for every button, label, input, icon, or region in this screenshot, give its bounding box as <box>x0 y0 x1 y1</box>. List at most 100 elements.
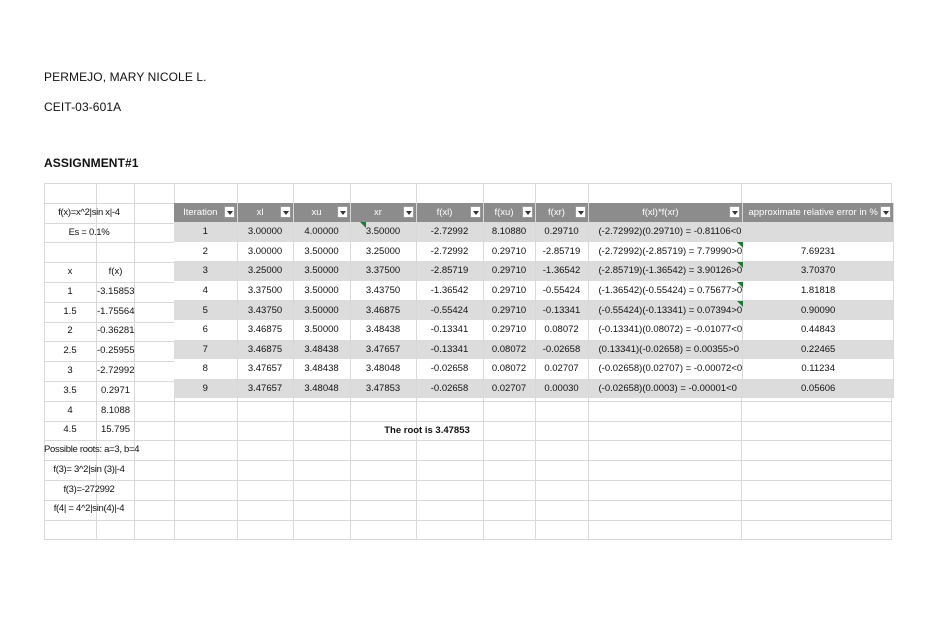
error-indicator-icon <box>360 222 366 228</box>
iteration-cell: 7 <box>174 339 238 360</box>
fxu-cell: 0.29710 <box>483 300 536 320</box>
iteration-cell: 6 <box>174 319 238 340</box>
xu-cell: 3.48438 <box>293 359 351 379</box>
grid-row-line <box>44 401 891 402</box>
xu-cell: 4.00000 <box>293 222 351 242</box>
fxu-cell: 8.10880 <box>483 222 536 242</box>
xr-cell: 3.47657 <box>350 339 417 360</box>
xl-cell: 3.25000 <box>237 261 294 281</box>
fx-value: -0.25955 <box>97 345 135 356</box>
xu-cell: 3.50000 <box>293 319 351 340</box>
product-cell: (0.13341)(-0.02658) = 0.00355>0 <box>588 339 744 360</box>
x-value: 1 <box>67 286 73 297</box>
error-indicator-icon <box>737 242 743 248</box>
x-value: 4 <box>67 405 73 416</box>
fxl-cell: -2.72992 <box>416 241 484 262</box>
xl-cell: 3.47657 <box>237 378 294 399</box>
fxu-cell: 0.02707 <box>483 378 536 399</box>
fx-value: 15.795 <box>100 424 131 435</box>
product-cell: (-1.36542)(-0.55424) = 0.75677>0 <box>588 280 744 301</box>
xl-cell: 3.43750 <box>237 300 294 320</box>
filter-dropdown-button[interactable] <box>469 206 481 218</box>
xl-cell: 3.46875 <box>237 339 294 360</box>
function-definition: f(x)=x^2|sin x|-4 <box>58 207 120 218</box>
error-indicator-icon <box>737 301 743 307</box>
table-row: 8 3.47657 3.48438 3.48048 -0.02658 0.08072 0.0… <box>174 359 895 379</box>
xu-cell: 3.50000 <box>293 241 351 262</box>
table-row: 3 3.25000 3.50000 3.37500 -2.85719 0.29710 -1.… <box>174 261 895 281</box>
filter-dropdown-button[interactable] <box>223 206 235 218</box>
column-header-error: approximate relative error in % <box>742 203 895 222</box>
xl-cell: 3.47657 <box>237 359 294 379</box>
xu-cell: 3.48048 <box>293 378 351 399</box>
column-header-x: x <box>67 266 73 277</box>
table-row: 7 3.46875 3.48438 3.47657 -0.13341 0.08072 -0.… <box>174 339 895 360</box>
fxr-cell: -1.36542 <box>535 261 589 281</box>
error-cell: 0.44843 <box>742 319 895 340</box>
filter-dropdown-button[interactable] <box>574 206 586 218</box>
column-header-fxl: f(xl) <box>416 203 484 222</box>
xr-cell: 3.43750 <box>350 280 417 301</box>
grid-row-line <box>44 480 891 481</box>
student-name: PERMEJO, MARY NICOLE L. <box>44 70 207 84</box>
grid-row-line <box>44 500 891 501</box>
filter-dropdown-button[interactable] <box>402 206 414 218</box>
filter-dropdown-button[interactable] <box>521 206 533 218</box>
f3-formula-note: f(3)= 3^2|sin (3)|-4 <box>53 464 125 475</box>
fxu-cell: 0.08072 <box>483 339 536 360</box>
x-value: 2.5 <box>63 345 77 356</box>
error-cell: 0.22465 <box>742 339 895 360</box>
filter-dropdown-button[interactable] <box>880 206 892 218</box>
f3-value-note: f(3)=-272992 <box>63 484 115 495</box>
fxu-cell: 0.29710 <box>483 241 536 262</box>
xr-cell: 3.47853 <box>350 378 417 399</box>
xu-cell: 3.48438 <box>293 339 351 360</box>
xr-cell: 3.48438 <box>350 319 417 340</box>
table-header-row: Iteration xl xu xr f(xl) f(xu) f(xr) f(x… <box>174 203 895 222</box>
product-cell: (-0.13341)(0.08072) = -0.01077<0 <box>588 319 744 340</box>
fxu-cell: 0.29710 <box>483 319 536 340</box>
fxr-cell: -0.55424 <box>535 280 589 301</box>
fx-value: -1.75564 <box>97 306 135 317</box>
filter-dropdown-button[interactable] <box>729 206 741 218</box>
fx-value: 0.2971 <box>100 385 131 396</box>
fxr-cell: 0.02707 <box>535 359 589 379</box>
fxl-cell: -0.13341 <box>416 339 484 360</box>
error-indicator-icon <box>737 262 743 268</box>
x-value: 1.5 <box>63 306 77 317</box>
fxr-cell: 0.08072 <box>535 319 589 340</box>
error-cell: 1.81818 <box>742 280 895 301</box>
table-row: 9 3.47657 3.48048 3.47853 -0.02658 0.02707 0.0… <box>174 378 895 399</box>
filter-dropdown-button[interactable] <box>279 206 291 218</box>
grid-row-line <box>44 421 891 422</box>
fx-value: -0.36281 <box>97 325 135 336</box>
iteration-cell: 2 <box>174 241 238 262</box>
product-cell: (-2.72992)(0.29710) = -0.81106<0 <box>588 222 744 242</box>
table-row: 4 3.37500 3.50000 3.43750 -1.36542 0.29710 -0.… <box>174 280 895 301</box>
stopping-criterion: Es = 0.1% <box>68 227 110 238</box>
xu-cell: 3.50000 <box>293 300 351 320</box>
x-value: 2 <box>67 325 73 336</box>
fxl-cell: -2.85719 <box>416 261 484 281</box>
fxl-cell: -2.72992 <box>416 222 484 242</box>
iteration-cell: 3 <box>174 261 238 281</box>
grid-row-line <box>44 440 891 441</box>
error-cell <box>742 222 895 242</box>
iteration-cell: 5 <box>174 300 238 320</box>
filter-dropdown-button[interactable] <box>336 206 348 218</box>
fxr-cell: 0.00030 <box>535 378 589 399</box>
possible-roots-note: Possible roots: a=3, b=4 <box>44 444 140 455</box>
iteration-cell: 9 <box>174 378 238 399</box>
fxl-cell: -0.55424 <box>416 300 484 320</box>
xl-cell: 3.37500 <box>237 280 294 301</box>
xu-cell: 3.50000 <box>293 261 351 281</box>
fxl-cell: -0.13341 <box>416 319 484 340</box>
bisection-table: Iteration xl xu xr f(xl) f(xu) f(xr) f(x… <box>174 203 895 399</box>
x-value: 4.5 <box>63 424 77 435</box>
column-header-fxr: f(xr) <box>535 203 589 222</box>
error-indicator-icon <box>737 282 743 288</box>
fxr-cell: 0.29710 <box>535 222 589 242</box>
xl-cell: 3.00000 <box>237 222 294 242</box>
grid-row-line <box>44 539 891 540</box>
column-header-iteration: Iteration <box>174 203 238 222</box>
